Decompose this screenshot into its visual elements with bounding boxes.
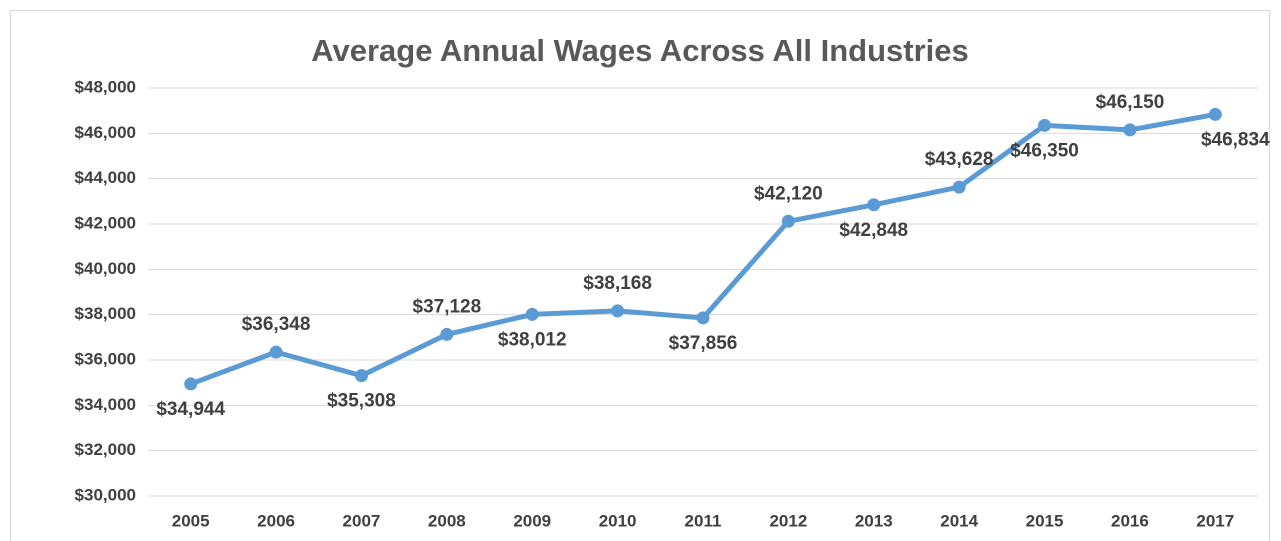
data-label: $37,128: [413, 296, 482, 317]
data-point: [440, 327, 454, 341]
y-tick-label: $46,000: [75, 123, 136, 142]
data-point: [952, 180, 966, 194]
data-point: [867, 198, 881, 212]
x-tick-label: 2006: [257, 511, 295, 530]
x-tick-label: 2005: [172, 511, 210, 530]
data-label: $36,348: [242, 314, 311, 335]
data-point: [184, 377, 198, 391]
x-tick-label: 2014: [940, 511, 978, 530]
data-point: [696, 311, 710, 325]
data-label: $37,856: [669, 333, 738, 354]
data-point: [1123, 123, 1137, 137]
data-point: [611, 304, 625, 318]
y-tick-label: $42,000: [75, 213, 136, 232]
data-point: [525, 307, 539, 321]
y-tick-label: $40,000: [75, 259, 136, 278]
x-tick-label: 2009: [513, 511, 551, 530]
data-label: $34,944: [156, 399, 225, 420]
x-tick-label: 2011: [685, 511, 722, 530]
data-point: [269, 345, 283, 359]
x-tick-label: 2015: [1026, 511, 1064, 530]
x-tick-label: 2007: [343, 511, 381, 530]
data-label: $38,012: [498, 329, 567, 350]
x-tick-label: 2012: [769, 511, 807, 530]
chart-title: Average Annual Wages Across All Industri…: [311, 33, 969, 68]
x-tick-label: 2016: [1111, 511, 1149, 530]
data-label: $38,168: [583, 273, 652, 294]
data-label: $46,834: [1201, 129, 1270, 150]
y-tick-label: $34,000: [75, 395, 136, 414]
y-tick-label: $48,000: [75, 77, 136, 96]
y-tick-label: $36,000: [75, 349, 136, 368]
x-tick-label: 2008: [428, 511, 466, 530]
data-label: $35,308: [327, 391, 396, 412]
y-tick-label: $44,000: [75, 168, 136, 187]
x-tick-label: 2017: [1196, 511, 1234, 530]
data-label: $43,628: [925, 149, 994, 170]
y-tick-label: $32,000: [75, 440, 136, 459]
chart-border: [10, 10, 1270, 541]
x-tick-label: 2010: [599, 511, 637, 530]
data-label: $42,120: [754, 183, 823, 204]
data-label: $42,848: [839, 220, 908, 241]
data-label: $46,150: [1096, 92, 1165, 113]
data-point: [1208, 107, 1222, 121]
data-point: [781, 214, 795, 228]
y-tick-label: $38,000: [75, 304, 136, 323]
y-tick-label: $30,000: [75, 485, 136, 504]
data-label: $46,350: [1010, 140, 1079, 161]
data-point: [354, 369, 368, 383]
x-tick-label: 2013: [855, 511, 893, 530]
data-point: [1038, 118, 1052, 132]
